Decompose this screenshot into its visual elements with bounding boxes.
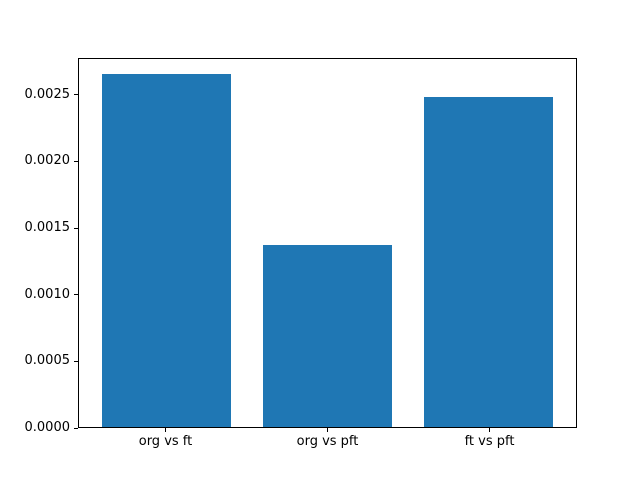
bar-org-vs-ft xyxy=(101,74,231,427)
y-tick-label: 0.0020 xyxy=(24,153,71,169)
x-tick-mark xyxy=(489,428,490,432)
y-tick-mark xyxy=(74,294,78,296)
y-tick-label: 0.0000 xyxy=(24,420,71,435)
x-tick-label: org vs pft xyxy=(296,434,359,449)
y-tick-mark xyxy=(74,94,78,96)
y-tick-mark xyxy=(74,427,78,429)
x-tick-mark xyxy=(327,428,328,432)
y-tick-label: 0.0005 xyxy=(24,353,71,369)
x-tick-label: org vs ft xyxy=(138,434,193,449)
bar-ft-vs-pft xyxy=(424,96,554,427)
y-tick-label: 0.0010 xyxy=(24,286,71,302)
y-tick-label: 0.0025 xyxy=(24,86,71,102)
y-tick-label: 0.0015 xyxy=(24,220,71,235)
y-tick-mark xyxy=(74,160,78,162)
x-tick-label: ft vs pft xyxy=(464,434,515,449)
plot-area xyxy=(78,58,577,428)
y-tick-mark xyxy=(74,227,78,229)
y-tick-mark xyxy=(74,360,78,362)
x-tick-mark xyxy=(164,428,166,432)
bar-org-vs-pft xyxy=(262,245,393,427)
